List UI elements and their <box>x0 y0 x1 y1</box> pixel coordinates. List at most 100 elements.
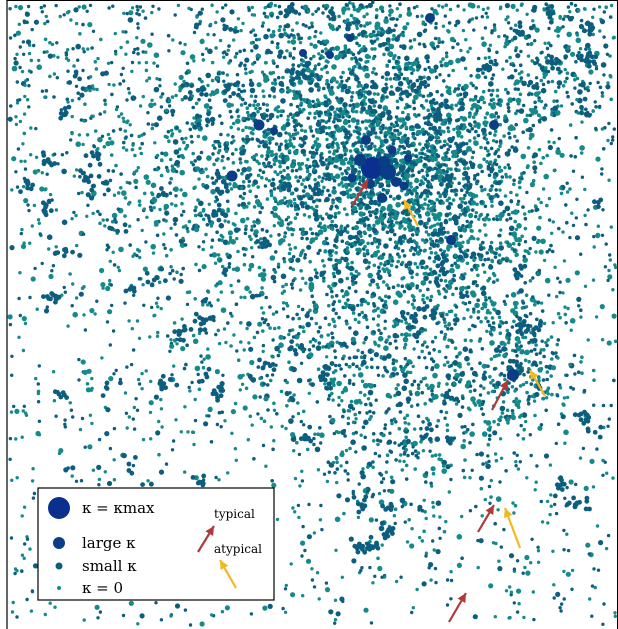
data-point <box>205 103 209 107</box>
data-point <box>563 441 567 445</box>
data-point <box>481 71 485 75</box>
data-point <box>269 164 273 169</box>
data-point <box>450 189 454 193</box>
data-point <box>404 427 408 431</box>
data-point <box>414 194 419 198</box>
data-point <box>292 119 297 123</box>
data-point <box>193 297 197 301</box>
data-point <box>514 253 519 257</box>
data-point <box>469 255 474 260</box>
data-point <box>293 201 297 206</box>
data-point <box>189 134 194 139</box>
data-point <box>519 76 524 80</box>
data-point <box>214 170 221 177</box>
data-point <box>531 84 537 90</box>
data-point <box>445 88 452 95</box>
data-point <box>446 126 450 130</box>
data-point <box>388 194 393 199</box>
data-point <box>158 84 162 88</box>
data-point <box>137 203 142 207</box>
data-point <box>367 223 371 228</box>
data-point <box>457 352 462 356</box>
data-point <box>308 125 313 129</box>
data-point <box>522 427 526 432</box>
data-point <box>318 248 322 253</box>
data-point <box>598 29 602 33</box>
data-point <box>456 134 461 138</box>
data-point <box>370 47 374 51</box>
data-point <box>408 228 412 232</box>
data-point <box>332 378 336 382</box>
data-point <box>261 311 266 315</box>
data-point <box>608 258 612 262</box>
data-point <box>356 121 360 126</box>
data-point <box>94 67 99 71</box>
data-point <box>330 214 334 218</box>
data-point <box>505 408 510 413</box>
data-point <box>322 185 326 190</box>
data-point <box>446 230 450 235</box>
data-point <box>505 218 509 222</box>
data-point <box>233 227 240 233</box>
data-point <box>231 121 236 126</box>
data-point <box>280 273 287 280</box>
data-point <box>320 101 325 106</box>
data-point <box>276 131 283 138</box>
data-point <box>424 54 430 60</box>
data-point <box>381 267 386 271</box>
data-point <box>322 264 327 268</box>
data-point <box>385 183 390 188</box>
data-point <box>311 134 315 138</box>
data-point <box>405 22 410 26</box>
data-point <box>388 77 393 81</box>
data-point <box>313 432 317 436</box>
data-point <box>498 200 504 206</box>
data-point <box>353 181 357 185</box>
data-point <box>402 345 407 350</box>
data-point <box>424 211 431 217</box>
data-point <box>422 116 427 120</box>
data-point <box>218 38 223 43</box>
data-point <box>313 111 318 116</box>
data-point <box>397 254 402 259</box>
data-point <box>199 150 204 155</box>
data-point <box>333 137 338 141</box>
data-point <box>436 161 441 165</box>
data-point <box>395 221 400 225</box>
data-point <box>245 205 249 209</box>
data-point <box>481 89 486 94</box>
data-point <box>490 389 495 394</box>
data-point <box>228 94 232 99</box>
data-point <box>483 204 488 209</box>
data-point <box>476 237 480 241</box>
data-point <box>581 446 586 451</box>
data-point <box>291 56 296 60</box>
data-point <box>251 28 256 32</box>
data-point <box>385 409 389 414</box>
data-point <box>533 413 537 418</box>
data-point <box>369 621 374 625</box>
data-point <box>362 382 369 389</box>
data-point <box>393 521 397 526</box>
data-point <box>160 92 165 96</box>
data-point <box>516 405 521 410</box>
data-point <box>99 37 103 42</box>
data-point <box>262 94 266 99</box>
data-point <box>554 351 558 355</box>
data-point <box>574 270 580 276</box>
data-point <box>462 184 466 188</box>
data-point <box>357 62 361 66</box>
data-point <box>336 85 340 90</box>
data-point <box>379 480 384 485</box>
data-point <box>359 218 363 223</box>
data-point <box>389 374 393 379</box>
data-point <box>78 32 82 36</box>
data-point <box>481 301 488 308</box>
data-point <box>72 64 76 68</box>
data-point <box>313 116 317 120</box>
data-point <box>503 194 508 198</box>
data-point <box>568 187 572 191</box>
data-point <box>190 380 194 385</box>
data-point <box>279 389 284 394</box>
data-point <box>396 246 401 251</box>
